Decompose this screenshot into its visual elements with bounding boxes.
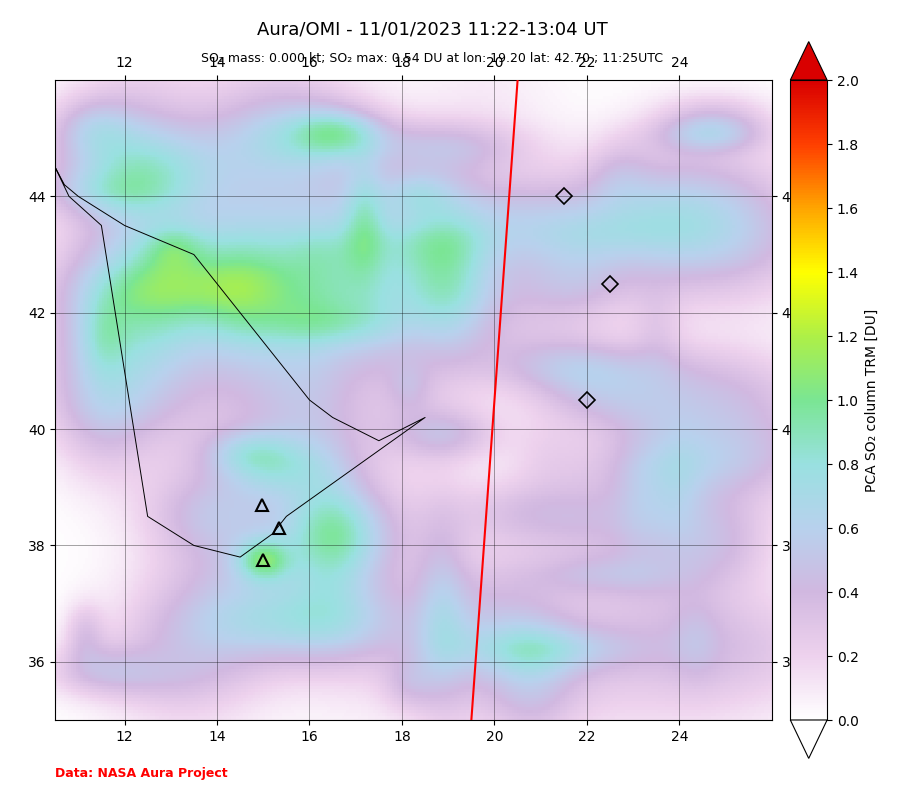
Text: Aura/OMI - 11/01/2023 11:22-13:04 UT: Aura/OMI - 11/01/2023 11:22-13:04 UT (256, 20, 607, 38)
Text: Data: NASA Aura Project: Data: NASA Aura Project (55, 767, 228, 780)
Polygon shape (790, 720, 827, 758)
Y-axis label: PCA SO₂ column TRM [DU]: PCA SO₂ column TRM [DU] (865, 308, 879, 492)
Polygon shape (790, 42, 827, 80)
Text: SO₂ mass: 0.000 kt; SO₂ max: 0.54 DU at lon: 19.20 lat: 42.70 ; 11:25UTC: SO₂ mass: 0.000 kt; SO₂ max: 0.54 DU at … (201, 52, 663, 65)
